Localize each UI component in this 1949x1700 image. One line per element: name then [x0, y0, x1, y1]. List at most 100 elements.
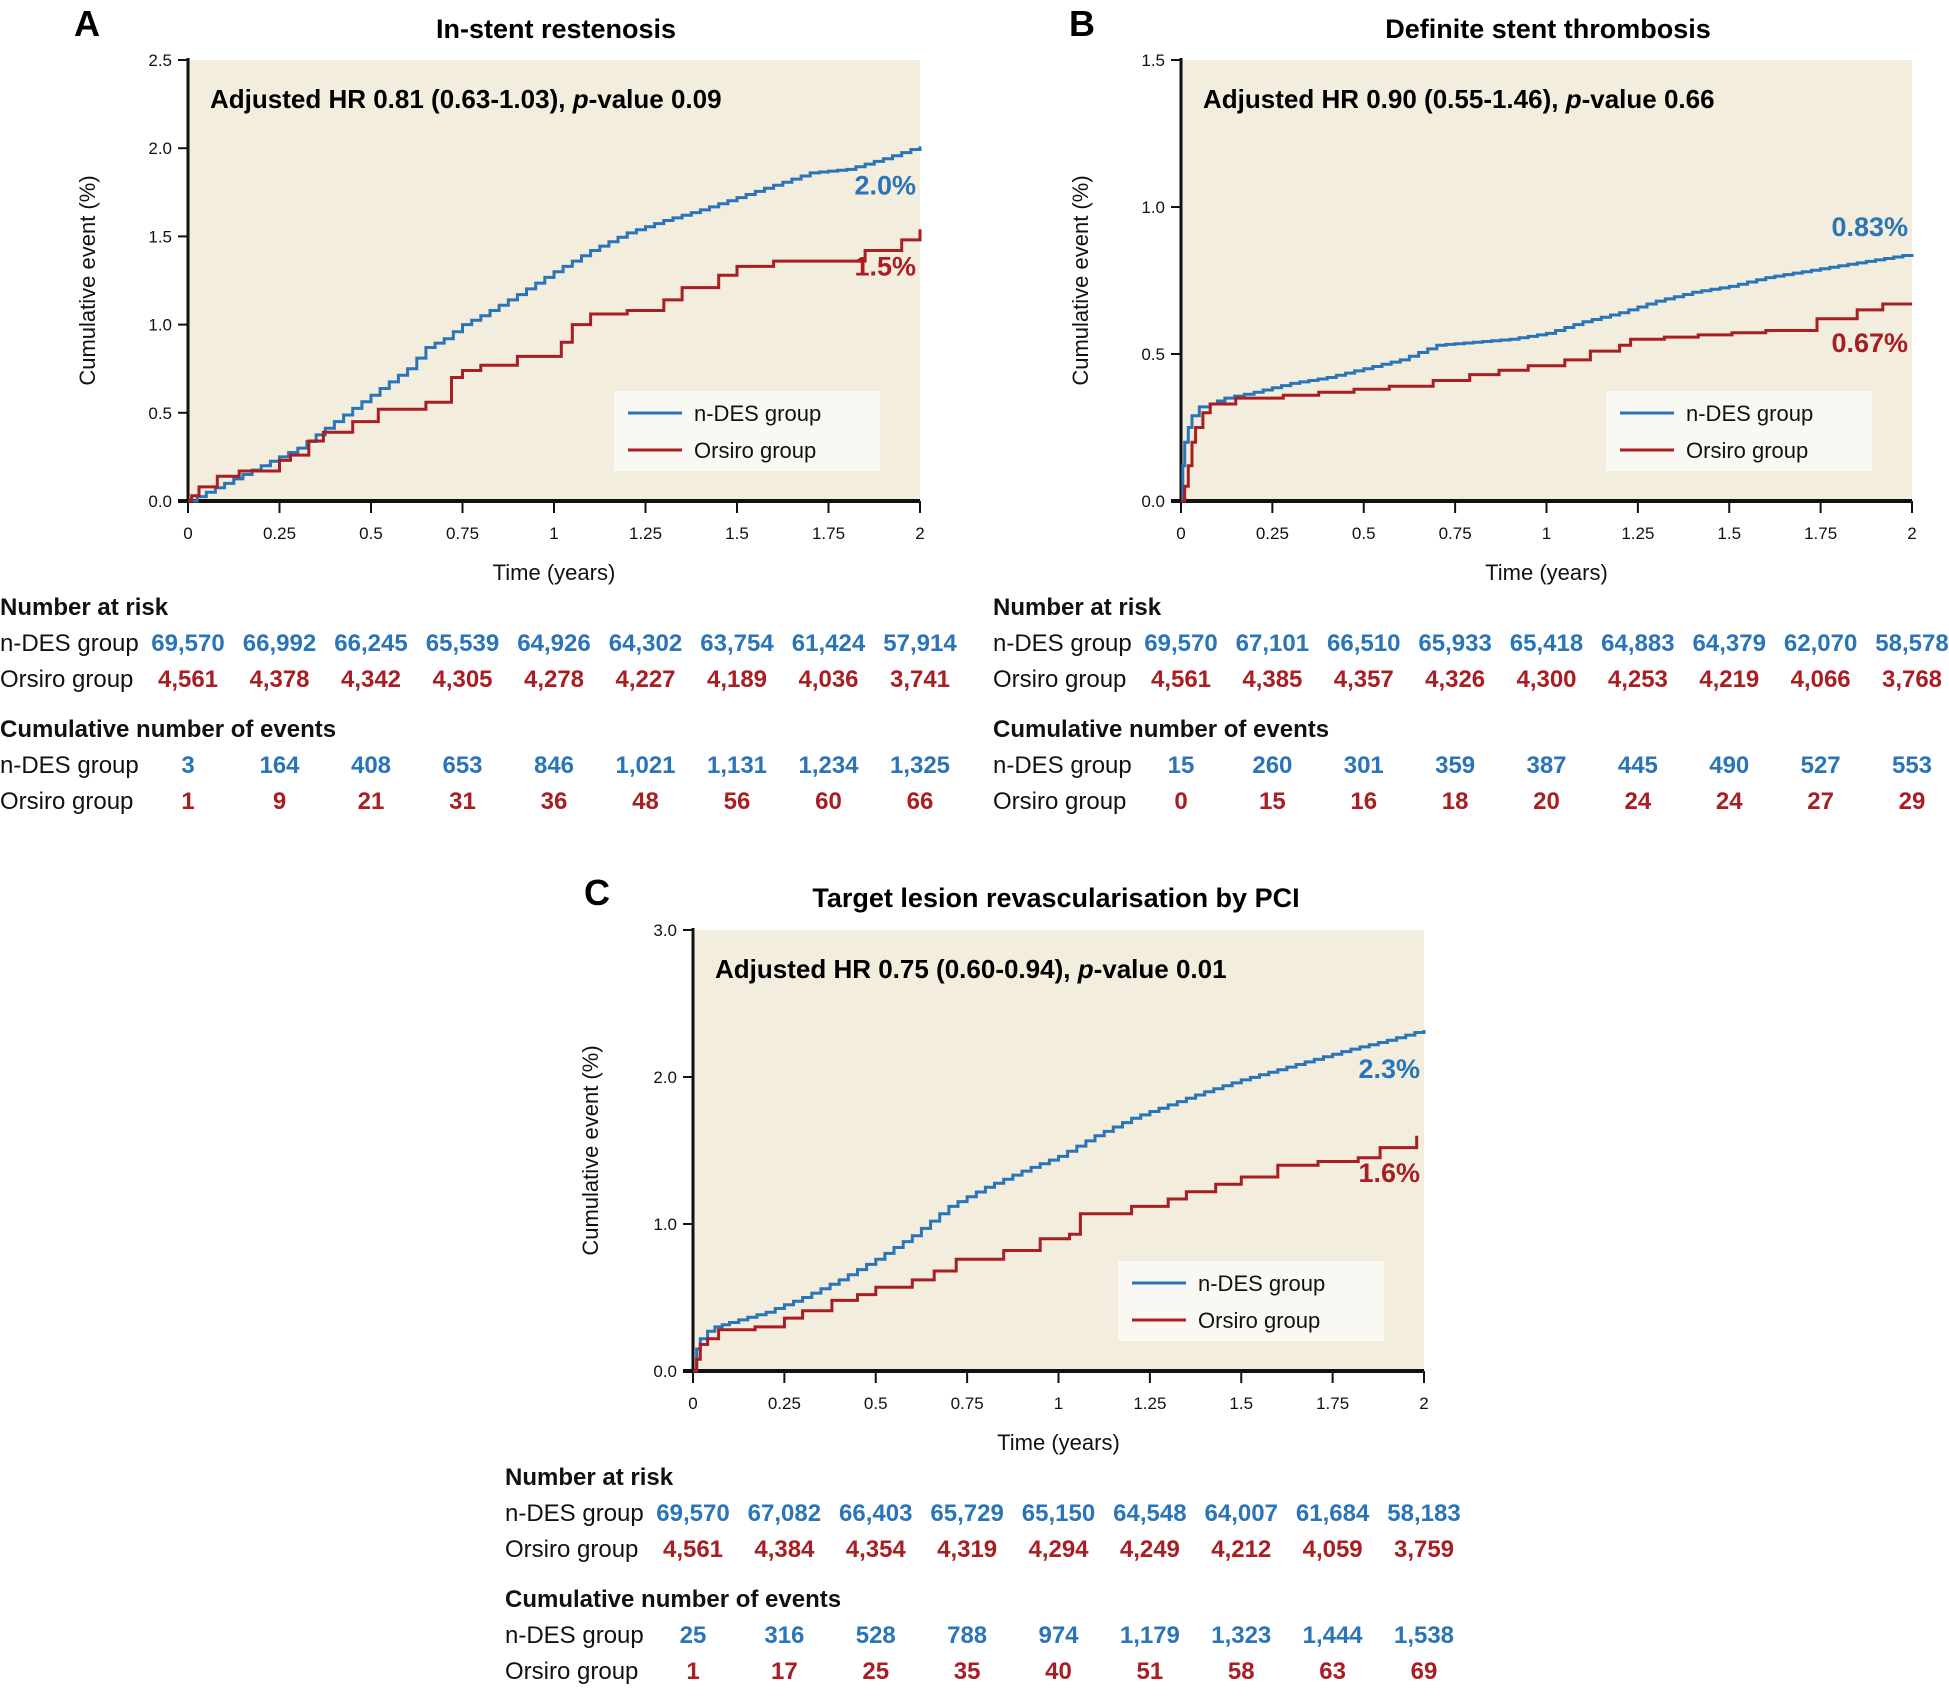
- y-tick-label: 0.5: [148, 404, 172, 423]
- y-axis-label: Cumulative event (%): [75, 175, 100, 385]
- table-cell: 4,561: [1151, 666, 1211, 693]
- end-label-ndes: 2.0%: [854, 170, 916, 200]
- table-cell: 48: [632, 788, 659, 815]
- table-cell: 3,759: [1394, 1536, 1454, 1563]
- y-tick-label: 2.5: [148, 51, 172, 70]
- x-tick-label: 0.25: [263, 524, 296, 543]
- table-row-label: n-DES group: [993, 630, 1132, 657]
- legend-label: Orsiro group: [1686, 438, 1808, 463]
- table-cell: 4,212: [1211, 1536, 1271, 1563]
- table-cell: 61,424: [792, 630, 866, 657]
- risk-table: Number at risk Cumulative number of event…: [993, 594, 1949, 815]
- table-cell: 359: [1435, 752, 1475, 779]
- km-curve-orsiro: [1181, 302, 1912, 503]
- table-cell: 4,305: [432, 666, 492, 693]
- y-tick-label: 0.0: [1141, 492, 1165, 511]
- table-row-label: n-DES group: [0, 630, 139, 657]
- table-cell: 1,179: [1120, 1622, 1180, 1649]
- table-cell: 66,245: [334, 630, 407, 657]
- table-cell: 51: [1137, 1658, 1164, 1685]
- table-cell: 1,538: [1394, 1622, 1454, 1649]
- table-cell: 4,294: [1028, 1536, 1089, 1563]
- table-cell: 260: [1252, 752, 1292, 779]
- table-cell: 58,183: [1387, 1500, 1460, 1527]
- x-tick-label: 1.25: [629, 524, 662, 543]
- table-cell: 4,326: [1425, 666, 1485, 693]
- panel-title: In-stent restenosis: [436, 14, 676, 44]
- x-tick-label: 0: [183, 524, 192, 543]
- y-tick-label: 1.0: [148, 316, 172, 335]
- table-cell: 4,219: [1699, 666, 1759, 693]
- x-tick-label: 0.75: [951, 1394, 984, 1413]
- x-tick-label: 0.25: [768, 1394, 801, 1413]
- table-cell: 29: [1899, 788, 1926, 815]
- panel-letter: A: [74, 3, 100, 44]
- table-cell: 653: [442, 752, 482, 779]
- table-cell: 64,007: [1205, 1500, 1278, 1527]
- table-cell: 56: [724, 788, 751, 815]
- table-cell: 1,021: [615, 752, 675, 779]
- y-tick-label: 2.0: [653, 1068, 677, 1087]
- table-cell: 64,302: [609, 630, 682, 657]
- table-cell: 301: [1344, 752, 1384, 779]
- table-cell: 445: [1618, 752, 1658, 779]
- km-curve-ndes: [693, 1030, 1426, 1373]
- legend-label: n-DES group: [1686, 401, 1813, 426]
- table-cell: 4,561: [663, 1536, 723, 1563]
- table-cell: 61,684: [1296, 1500, 1370, 1527]
- hr-p-symbol: p: [1077, 954, 1094, 984]
- x-tick-label: 2: [1419, 1394, 1428, 1413]
- legend: n-DES group Orsiro group: [614, 391, 880, 471]
- panel-letter: C: [584, 872, 610, 913]
- hazard-ratio-annotation: Adjusted HR 0.90 (0.55-1.46), p-value 0.…: [1203, 84, 1715, 114]
- table-cell: 69: [1411, 1658, 1438, 1685]
- end-label-ndes: 0.83%: [1831, 212, 1908, 242]
- end-label-ndes: 2.3%: [1358, 1054, 1420, 1084]
- y-tick-label: 2.0: [148, 139, 172, 158]
- end-label-orsiro: 0.67%: [1831, 328, 1908, 358]
- table-cell: 1: [686, 1658, 699, 1685]
- y-tick-label: 3.0: [653, 921, 677, 940]
- table-cell: 3,741: [890, 666, 950, 693]
- x-axis-label: Time (years): [1485, 560, 1608, 585]
- table-cell: 66,510: [1327, 630, 1400, 657]
- table-cell: 25: [680, 1622, 707, 1649]
- y-tick-label: 1.5: [148, 227, 172, 246]
- x-tick-label: 0.75: [1439, 524, 1472, 543]
- hr-p-symbol: p: [1565, 84, 1582, 114]
- table-cell: 65,418: [1510, 630, 1583, 657]
- table-cell: 4,354: [846, 1536, 907, 1563]
- panel-c: C Target lesion revascularisation by PCI 0…: [505, 872, 1461, 1685]
- table-cell: 3: [181, 752, 194, 779]
- y-tick-label: 1.0: [1141, 198, 1165, 217]
- table-cell: 60: [815, 788, 842, 815]
- table-cell: 387: [1526, 752, 1566, 779]
- x-axis-label: Time (years): [997, 1430, 1120, 1455]
- events-heading: Cumulative number of events: [505, 1586, 841, 1613]
- legend-box: [1606, 391, 1872, 471]
- table-cell: 1,325: [890, 752, 950, 779]
- x-tick-label: 0.25: [1256, 524, 1289, 543]
- table-cell: 1,444: [1303, 1622, 1364, 1649]
- table-cell: 3,768: [1882, 666, 1942, 693]
- risk-table: Number at risk Cumulative number of event…: [505, 1464, 1461, 1685]
- table-cell: 1,323: [1211, 1622, 1271, 1649]
- table-cell: 4,561: [158, 666, 218, 693]
- table-cell: 69,570: [151, 630, 224, 657]
- table-cell: 4,319: [937, 1536, 997, 1563]
- table-cell: 63,754: [700, 630, 774, 657]
- table-cell: 69,570: [1144, 630, 1217, 657]
- risk-heading: Number at risk: [993, 594, 1162, 621]
- x-tick-label: 1.5: [725, 524, 749, 543]
- events-heading: Cumulative number of events: [0, 716, 336, 743]
- table-row-label: Orsiro group: [0, 788, 133, 815]
- table-cell: 4,253: [1608, 666, 1668, 693]
- table-cell: 27: [1807, 788, 1834, 815]
- legend-label: n-DES group: [1198, 1271, 1325, 1296]
- table-cell: 64,926: [517, 630, 590, 657]
- x-tick-label: 1.5: [1229, 1394, 1253, 1413]
- x-tick-label: 1: [549, 524, 558, 543]
- table-cell: 64,548: [1113, 1500, 1186, 1527]
- x-tick-label: 1.75: [812, 524, 845, 543]
